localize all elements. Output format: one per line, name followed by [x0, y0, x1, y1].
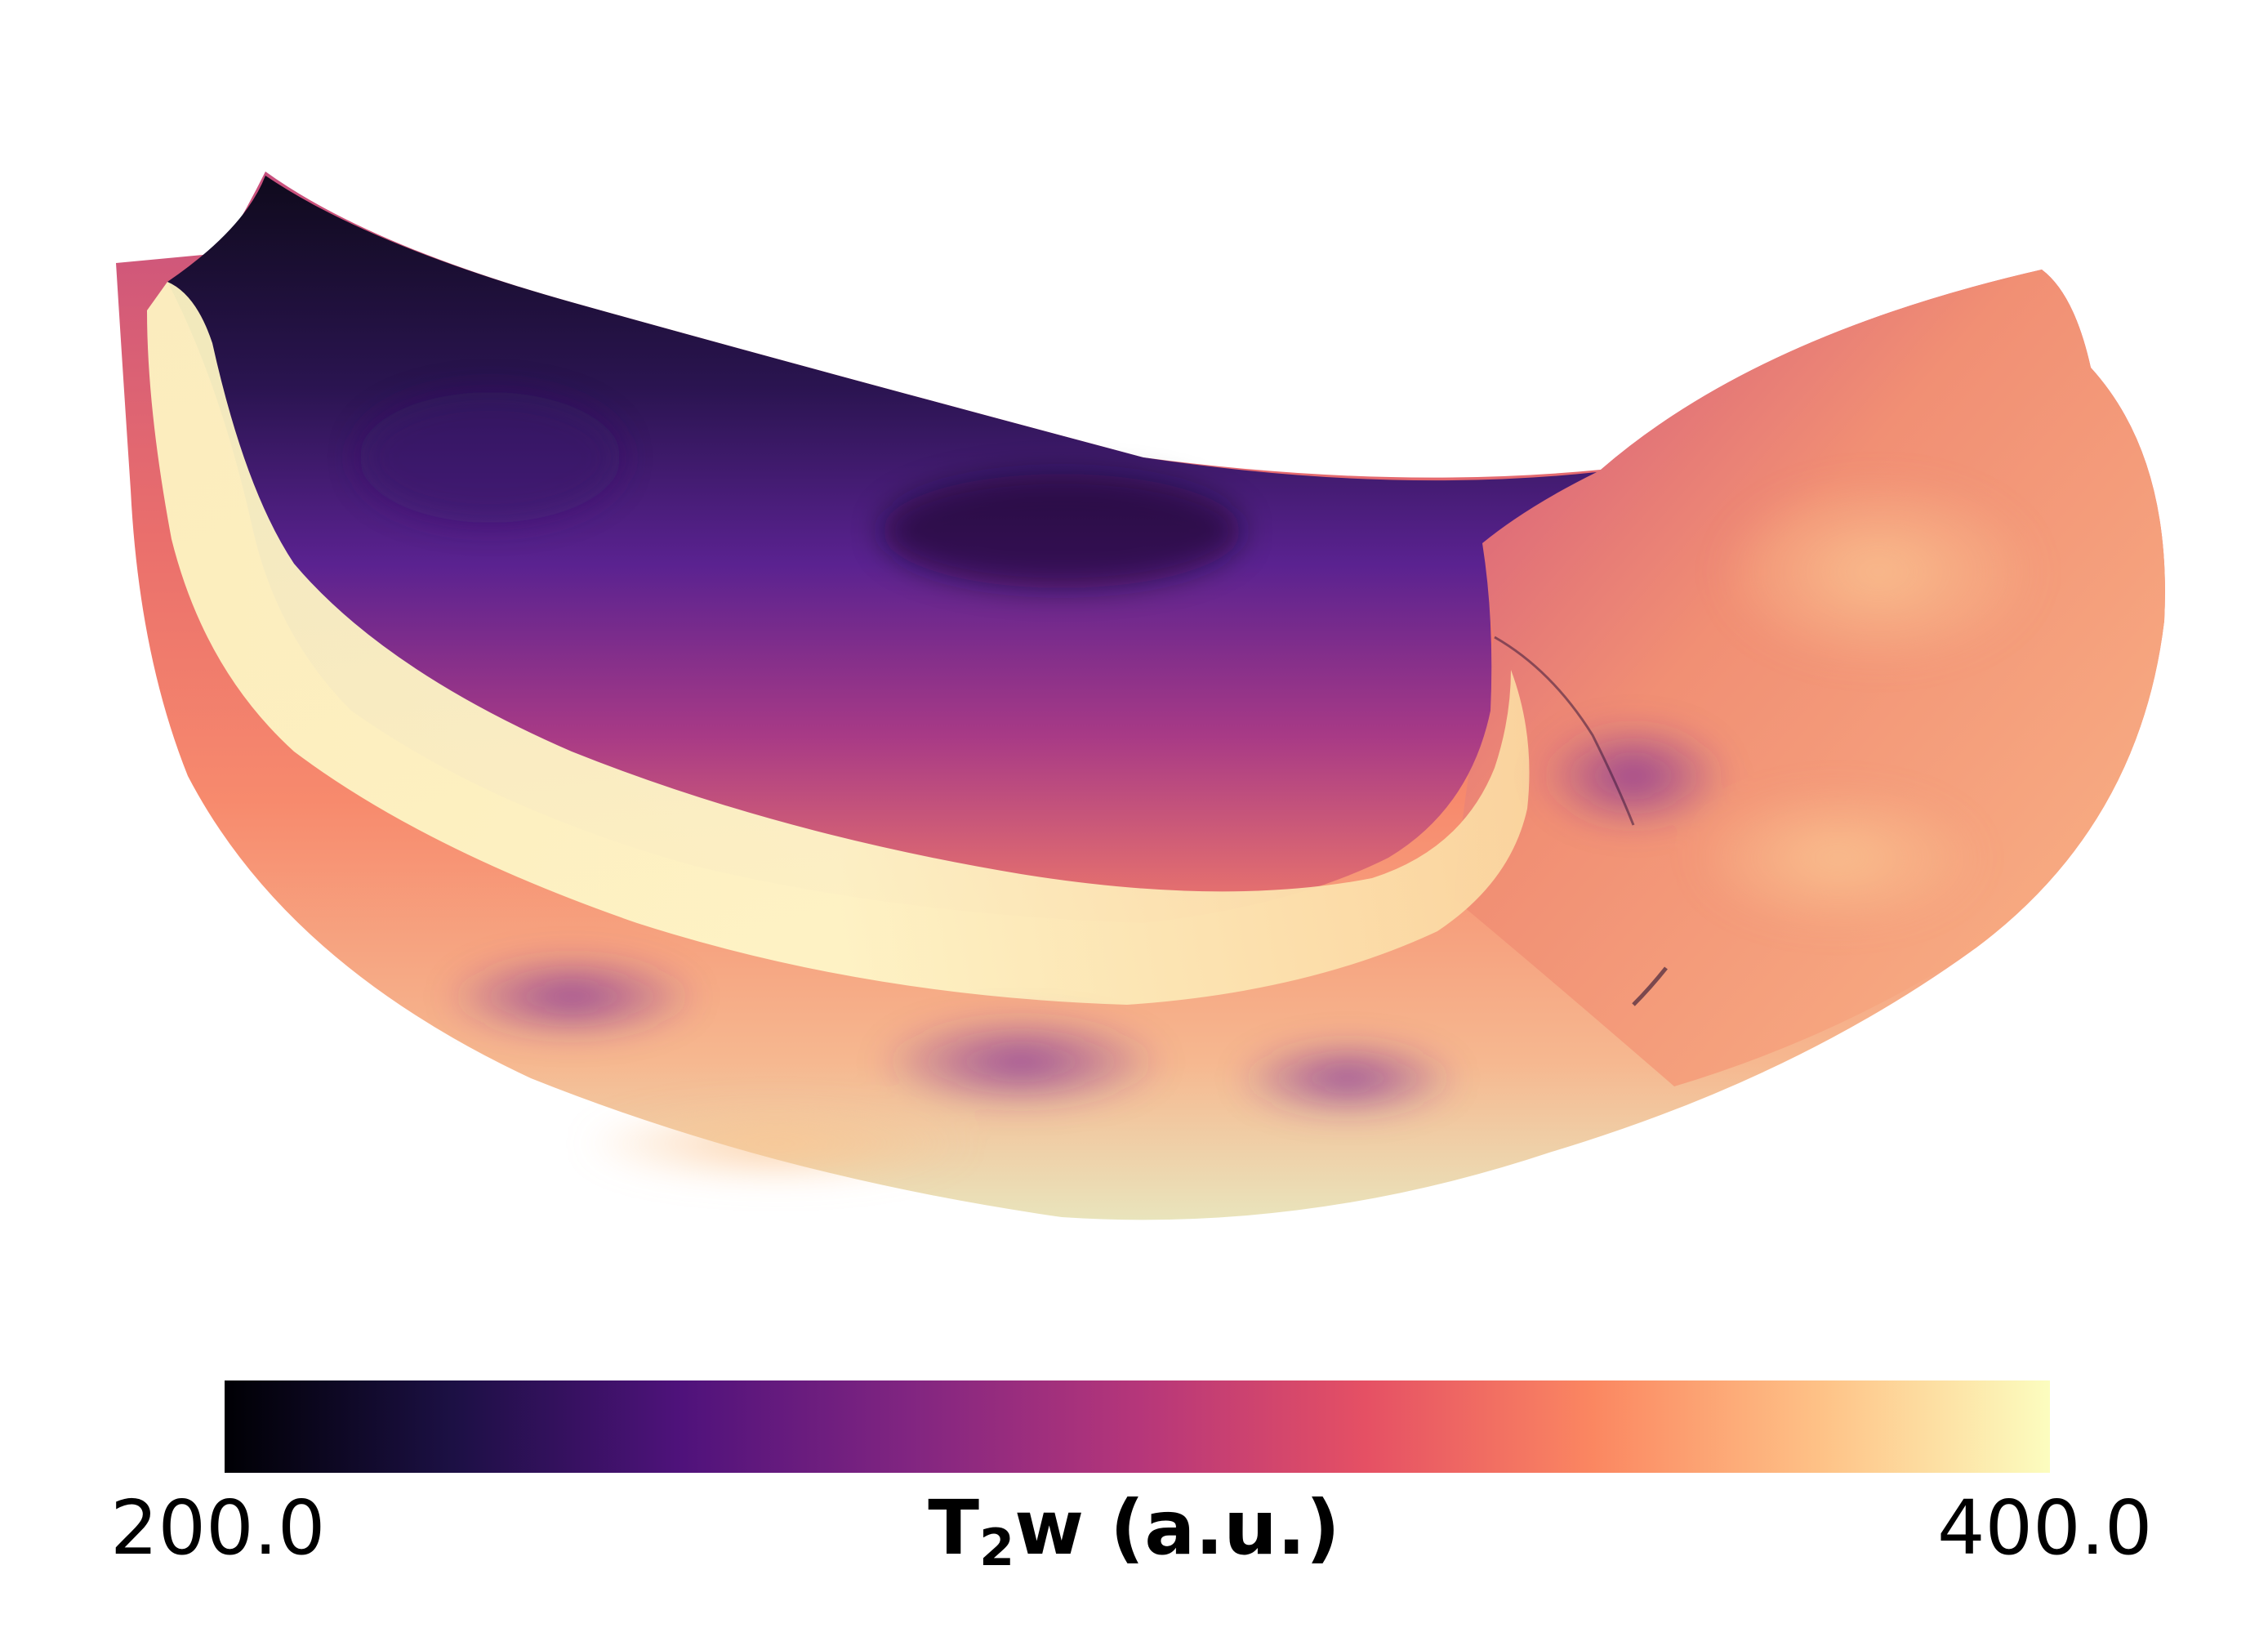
colorbar-max-label: 400.0	[1937, 1484, 2153, 1572]
surface-fold	[1632, 966, 1668, 1006]
surface-right-lobe	[1454, 270, 2165, 1086]
colorbar-min-label: 200.0	[110, 1484, 326, 1572]
colorbar-title: T2w (a.u.)	[0, 1491, 2268, 1573]
colorbar	[225, 1380, 2050, 1473]
colorbar-title-subscript: 2	[979, 1518, 1015, 1577]
colorbar-title-main: T	[928, 1484, 980, 1572]
surface-render	[116, 172, 2165, 1220]
colorbar-title-rest: w (a.u.)	[1014, 1484, 1340, 1572]
colorbar-gradient	[225, 1380, 2050, 1473]
surface-rim-band	[147, 282, 1530, 1005]
surface-fold	[1494, 636, 1635, 826]
